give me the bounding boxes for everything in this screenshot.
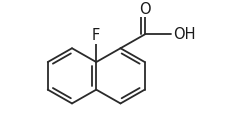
Text: F: F — [92, 28, 100, 43]
Text: O: O — [138, 2, 150, 17]
Text: OH: OH — [173, 27, 195, 42]
